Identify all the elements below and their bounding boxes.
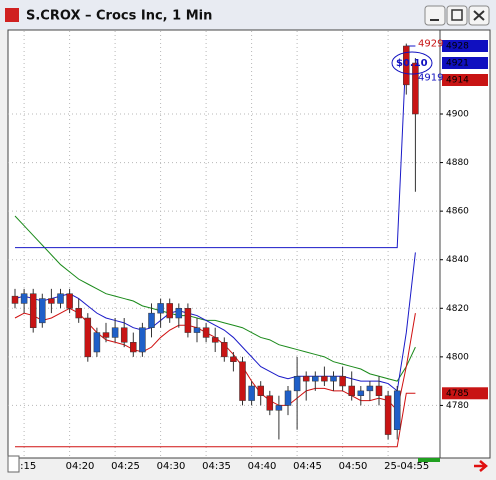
x-tick-label: 04:25 [111, 461, 140, 472]
y-tick-label: 4780 [446, 401, 469, 411]
candle-body [248, 385, 255, 401]
title-bar [0, 0, 496, 30]
price-label-box [442, 387, 488, 400]
scroll-arrow[interactable] [474, 460, 488, 472]
minimize-button[interactable] [424, 5, 446, 26]
candle-body [175, 308, 183, 319]
price-axis [439, 29, 491, 459]
annotation: $0.10 [396, 58, 428, 69]
price-label: 4785 [446, 389, 469, 399]
candle-body [293, 376, 301, 392]
price-label: 4928 [446, 42, 469, 52]
price-label-box [442, 74, 488, 86]
candle-body [403, 45, 410, 86]
x-tick-label: 04:35 [202, 461, 231, 472]
candle-body [102, 332, 110, 338]
candle-body [275, 405, 283, 411]
x-tick-label: :15 [20, 461, 36, 472]
candle-body [193, 327, 201, 333]
candle-body [393, 390, 401, 430]
candle-body [66, 293, 73, 309]
candle-body [157, 303, 164, 314]
plot-area [7, 29, 441, 459]
candle-body [20, 293, 28, 304]
candle-body [330, 376, 337, 382]
candle-body [93, 332, 101, 353]
candle-body [139, 327, 146, 353]
y-tick-label: 4820 [446, 304, 469, 314]
annotation-circle [391, 51, 433, 75]
candle-body [57, 293, 64, 304]
candle-body [339, 376, 346, 387]
x-tick-label: 04:40 [248, 461, 277, 472]
candle-body [412, 62, 419, 115]
price-label: 4914 [446, 76, 469, 86]
candle-body [384, 395, 392, 435]
close-icon [473, 10, 485, 21]
candle-body [266, 395, 274, 411]
candle-body [120, 327, 128, 343]
y-tick-label: 4800 [446, 352, 469, 362]
x-tick-label: 04:30 [157, 461, 186, 472]
candle-body [184, 308, 192, 333]
candle-body [348, 385, 355, 396]
maximize-icon [451, 9, 463, 21]
candle-body [166, 303, 173, 319]
candle-body [11, 295, 19, 304]
candle-body [29, 293, 37, 328]
y-tick-label: 4880 [446, 158, 469, 168]
candle-body [357, 390, 365, 396]
y-tick-label: 4840 [446, 255, 469, 265]
price-label: 4921 [446, 59, 469, 69]
price-label-box [442, 40, 488, 52]
status-bar [418, 458, 440, 462]
maximize-button[interactable] [446, 5, 468, 26]
candle-body [130, 342, 137, 353]
candle-body [257, 385, 264, 396]
indicator-line [14, 252, 416, 392]
scroll-box[interactable] [7, 455, 20, 473]
candle-body [366, 385, 374, 392]
candle-body [75, 308, 82, 319]
candle-body [202, 327, 210, 338]
indicator-line [15, 392, 416, 448]
window-buttons[interactable] [424, 5, 490, 26]
indicator-line [15, 45, 416, 249]
candle-body [284, 390, 292, 406]
candle-body [312, 376, 319, 382]
candle-body [375, 385, 383, 396]
x-tick-label: 04:50 [339, 461, 368, 472]
candle-body [148, 312, 155, 328]
candle-body [111, 327, 119, 338]
price-label-box [442, 57, 488, 69]
candle-body [48, 298, 55, 304]
x-tick-label: 04:45 [293, 461, 322, 472]
app-icon [5, 8, 19, 22]
x-tick-label: 25-04:55 [384, 461, 429, 472]
annotation: 4929 [418, 39, 443, 50]
candle-body [221, 342, 228, 358]
candle-body [84, 317, 92, 358]
candle-body [230, 356, 237, 362]
x-tick-label: 04:20 [66, 461, 95, 472]
window-title: S.CROX – Crocs Inc, 1 Min [26, 9, 212, 24]
y-tick-label: 4860 [446, 207, 469, 217]
indicator-line [14, 215, 416, 382]
candle-body [39, 298, 46, 324]
candle-body [302, 376, 310, 382]
candle-body [321, 376, 328, 382]
y-tick-label: 4900 [446, 110, 469, 120]
candle-body [211, 337, 219, 343]
candle-body [239, 361, 246, 401]
annotation: 4919 [418, 73, 443, 84]
